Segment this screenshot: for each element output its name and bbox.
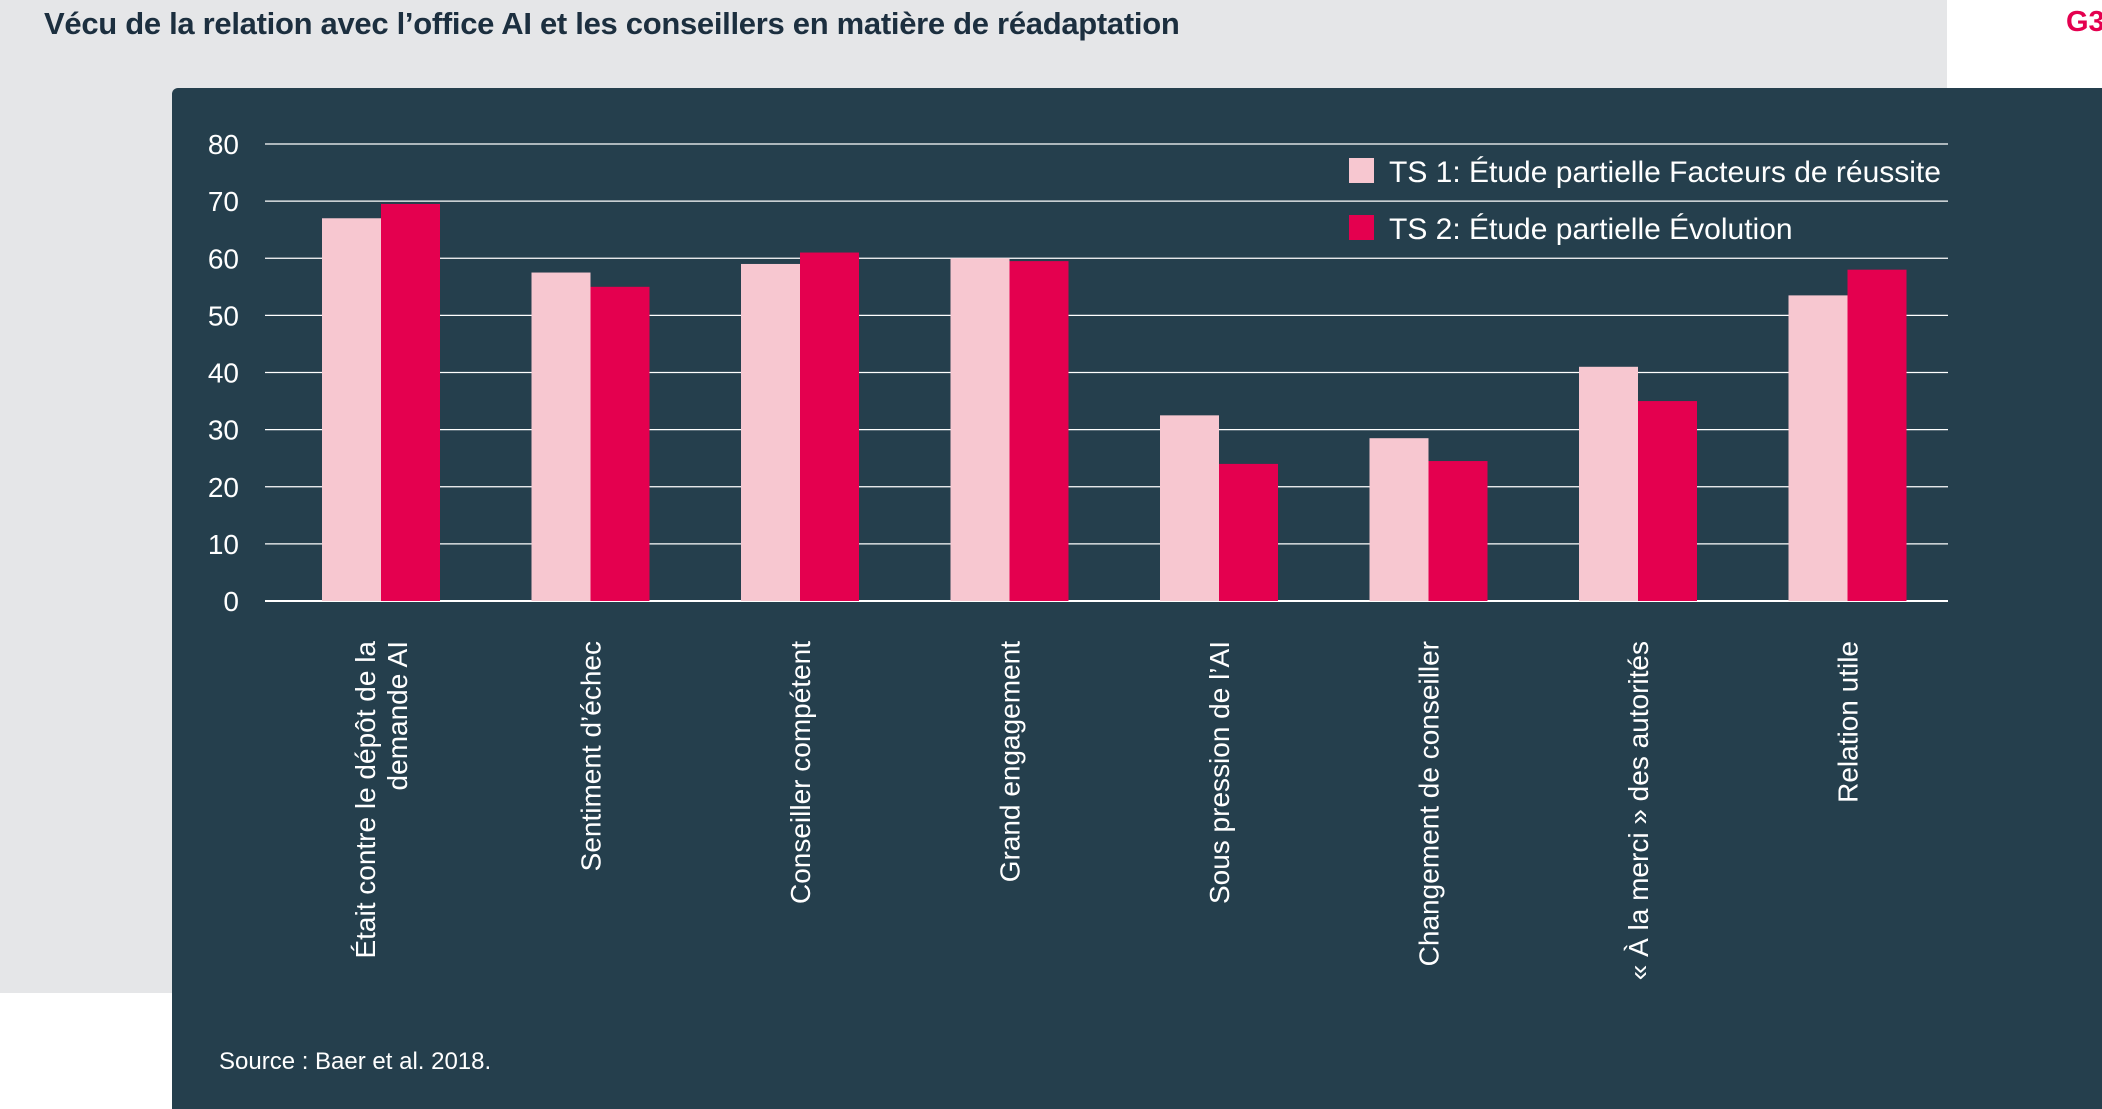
legend-swatch-1 [1349, 158, 1374, 183]
bars [322, 203, 1907, 601]
chart-panel: 0 10 20 30 40 50 60 70 80 Était contre le dépôt … [172, 88, 2102, 1109]
bar-series-1 [531, 272, 591, 601]
bar-chart: 0 10 20 30 40 50 60 70 80 Était contre le dépôt … [208, 129, 1948, 981]
bar-series-1 [1160, 415, 1219, 601]
figure-code: G3 [2066, 6, 2102, 38]
bar-series-1 [322, 218, 381, 601]
bar-series-2 [1219, 463, 1278, 601]
y-tick-label: 50 [208, 300, 239, 331]
legend: TS 1: Étude partielle Facteurs de réussi… [1349, 156, 1941, 246]
figure-title: Vécu de la relation avec l’office AI et … [44, 6, 1180, 41]
category-label: « À la merci » des autorités [1623, 641, 1654, 980]
bar-series-2 [1638, 401, 1697, 601]
legend-label-1: TS 1: Étude partielle Facteurs de réussi… [1389, 156, 1941, 189]
legend-label-2: TS 2: Étude partielle Évolution [1389, 213, 1793, 246]
bar-series-1 [1369, 438, 1429, 601]
category-label: Changement de conseiller [1414, 641, 1445, 966]
y-tick-label: 30 [208, 415, 239, 446]
category-label: Était contre le dépôt de la [350, 641, 381, 959]
category-label: Grand engagement [995, 641, 1026, 883]
bar-series-2 [1009, 261, 1069, 601]
y-tick-label: 20 [208, 472, 239, 503]
bar-series-2 [381, 203, 440, 601]
source-note: Source : Baer et al. 2018. [219, 1048, 492, 1075]
bar-series-2 [590, 286, 650, 601]
category-label: Sous pression de l’AI [1204, 641, 1235, 904]
bar-series-1 [950, 258, 1010, 601]
category-label: demande AI [382, 641, 413, 790]
y-tick-label: 80 [208, 129, 239, 160]
y-tick-label: 60 [208, 243, 239, 274]
y-tick-label: 10 [208, 529, 239, 560]
y-tick-label: 70 [208, 186, 239, 217]
bar-series-1 [741, 263, 800, 601]
bar-series-1 [1579, 366, 1638, 601]
bar-series-2 [1428, 461, 1488, 601]
category-label: Sentiment d’échec [576, 641, 607, 871]
bar-series-1 [1788, 295, 1848, 601]
y-axis-ticks: 0 10 20 30 40 50 60 70 80 [208, 129, 239, 617]
legend-swatch-2 [1349, 215, 1374, 240]
bar-series-2 [1847, 269, 1907, 601]
y-tick-label: 0 [223, 586, 239, 617]
y-tick-label: 40 [208, 358, 239, 389]
category-label: Relation utile [1833, 641, 1864, 803]
category-label: Conseiller compétent [785, 641, 816, 904]
category-labels: Était contre le dépôt de la demande AI Sen… [350, 641, 1864, 981]
bar-series-2 [800, 252, 859, 601]
